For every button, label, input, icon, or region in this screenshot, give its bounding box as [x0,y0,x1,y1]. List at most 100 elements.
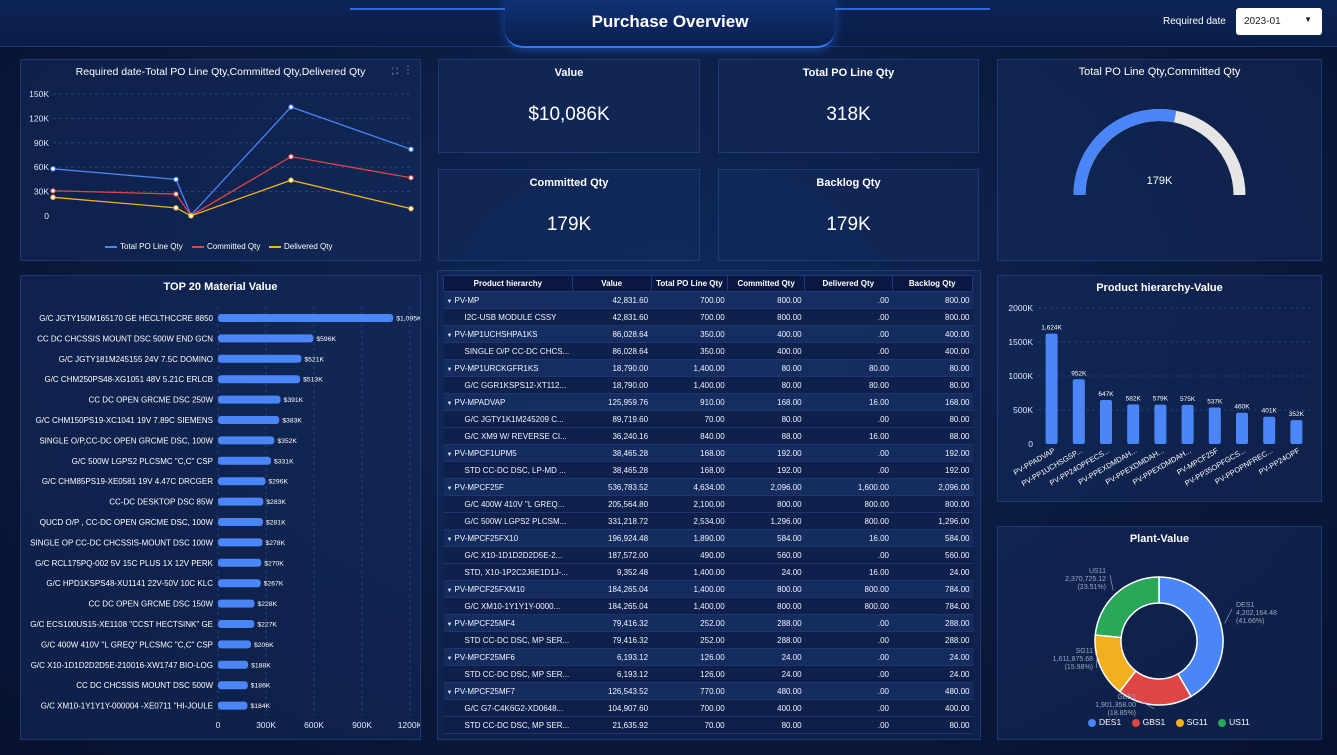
cell-text: 24.00 [781,669,802,679]
cell-text: 784.00 [945,601,970,611]
table-row[interactable]: STD CC-DC DSC, LP-MD ... 38,465.28 168.00 1… [443,461,973,479]
cell-text: 80.00 [868,380,889,390]
data-point [408,205,414,212]
expand-toggle-icon[interactable]: ▼ [446,587,453,594]
table-cell: .00 [804,342,892,360]
expand-toggle-icon[interactable]: ▼ [446,332,453,339]
data-label: $188K [251,662,271,669]
cell-text: 86,028.64 [612,329,649,339]
table-cell: 184,265.04 [572,597,652,615]
table-cell: 184,265.04 [572,580,652,598]
table-cell: STD CC-DC DSC, LP-MD ... [443,461,573,479]
data-label: $184K [250,703,270,710]
table-row[interactable]: I2C-USB MODULE CSSY 42,831.60 700.00 800.00… [443,308,973,326]
hierarchy-chart-title: Product hierarchy-Value [1096,282,1223,294]
table-row[interactable]: ▼ PV-MPCF1UPM5 38,465.28 168.00 192.00 .00 192… [443,444,973,462]
table-row[interactable]: ▼ PV-MPCF25MF6 6,193.12 126.00 24.00 .00 24.00 [443,648,973,666]
table-cell: ▼ PV-MPCF25FX10 [443,529,573,547]
data-point [173,176,179,183]
table-row[interactable]: G/C JGTY1K1M245209 C... 89,719.60 70.00 80.… [443,410,973,428]
table-row[interactable]: ▼ PV-MPCF25MF7 126,543.52 770.00 480.00 .00 48… [443,682,973,700]
table-row[interactable]: G/C 400W 410V "L GREQ... 205,564.80 2,100.… [443,495,973,513]
legend-sg11[interactable]: SG11 [1175,717,1208,727]
table-cell: ▼ PV-MPCF25F [443,478,573,496]
cell-text: 1,400.00 [693,567,725,577]
table-cell: 1,400.00 [651,376,728,394]
table-cell: 16.00 [804,563,892,581]
table-cell: 80.00 [727,359,805,377]
slice-percent: (15.98%) [1065,664,1093,671]
table-cell: 80.00 [804,359,892,377]
cell-text: 205,564.80 [608,499,649,509]
required-date-select[interactable]: 2023-01 ▼ [1236,8,1322,35]
table-row[interactable]: STD, X10-1P2C2J6E1D1J-... 9,352.48 1,400.0… [443,563,973,581]
cell-text: 350.00 [700,346,725,356]
cell-text: STD CC-DC DSC, MP SER... [464,669,570,679]
col-header[interactable]: Committed Qty [727,275,806,292]
kpi-label: Total PO Line Qty [802,67,895,79]
expand-toggle-icon[interactable]: ▼ [446,621,453,628]
cell-text: 252.00 [700,618,725,628]
cell-text: 1,890.00 [693,533,725,543]
title-plate: Purchase Overview [505,0,835,48]
table-row[interactable]: STD CC-DC DSC, MP SER... 79,416.32 252.00 2… [443,631,973,649]
table-row[interactable]: ▼ PV-MPCF25FX10 196,924.48 1,890.00 584.00 16… [443,529,973,547]
expand-toggle-icon[interactable]: ▼ [446,536,453,543]
table-cell: 584.00 [727,529,805,547]
table-row[interactable]: ▼ PV-MPCF25FXM10 184,265.04 1,400.00 800.00 8… [443,580,973,598]
table-row[interactable]: G/C XM10-1Y1Y1Y-0000... 184,265.04 1,400.0… [443,597,973,615]
table-row[interactable]: ▼ PV-MP1URCKGFR1KS 18,790.00 1,400.00 80.00 8… [443,359,973,377]
legend-us11[interactable]: US11 [1218,717,1250,727]
x-tick-label: 1200K [398,720,420,730]
page-title: Purchase Overview [591,12,749,31]
expand-toggle-icon[interactable]: ▼ [446,451,453,458]
legend-gbs1[interactable]: GBS1 [1131,717,1165,727]
bar [218,497,264,506]
col-header[interactable]: Backlog Qty [891,275,973,292]
more-options-icon[interactable]: ⋮ [403,65,413,76]
col-header[interactable]: Total PO Line Qty [650,275,729,292]
table-row[interactable]: ▼ PV-MPCF25F 536,783.52 4,634.00 2,096.00 1,6… [443,478,973,496]
expand-toggle-icon[interactable]: ▼ [446,298,453,305]
cell-text: .00 [877,346,889,356]
expand-toggle-icon[interactable]: ▼ [446,366,453,373]
table-cell: ▼ PV-MP1UCHSHPA1KS [443,325,573,343]
table-row[interactable]: ▼ PV-MP1UCHSHPA1KS 86,028.64 350.00 400.00 .0… [443,325,973,343]
cell-text: 800.00 [945,499,970,509]
table-cell: G/C GGR1KSPS12-XT112... [443,376,573,394]
table-row[interactable]: STD CC-DC DSC, MP SER... 6,193.12 126.00 24… [443,665,973,683]
kpi-value: $10,086K [528,104,610,125]
expand-toggle-icon[interactable]: ▼ [446,689,453,696]
table-cell: ▼ PV-MPADVAP [443,393,573,411]
table-row[interactable]: G/C XM9 W/ REVERSE CI... 36,240.16 840.00 8… [443,427,973,445]
table-cell: G/C 500W LGPS2 PLCSM... [443,512,573,530]
col-header[interactable]: Delivered Qty [804,275,893,292]
legend-des1[interactable]: DES1 [1088,717,1121,727]
table-row[interactable]: G/C 500W LGPS2 PLCSM... 331,218.72 2,534.0… [443,512,973,530]
cell-text: 42,831.60 [612,312,649,322]
expand-icon[interactable]: ⛶ [391,66,398,76]
table-cell: 800.00 [892,495,973,513]
table-row[interactable]: SINGLE O/P CC-DC CHCS... 86,028.64 350.00 4… [443,342,973,360]
table-row[interactable]: ▼ PV-MPADVAP 125,959.76 910.00 168.00 16.00 16… [443,393,973,411]
table-row[interactable]: STD CC-DC DSC, MP SER... 21,635.92 70.00 80… [443,716,973,734]
category-label: G/C 400W 410V "L GREQ" PLCSMC "C,C" CSP [41,640,213,649]
slice-value: 1,901,358.00 [1095,702,1136,709]
table-row[interactable]: G/C GGR1KSPS12-XT112... 18,790.00 1,400.00… [443,376,973,394]
cell-text: 86,028.64 [612,346,649,356]
kpi-label: Committed Qty [529,177,609,189]
table-row[interactable]: ▼ PV-MPCF25MF4 79,416.32 252.00 288.00 .00 288… [443,614,973,632]
expand-toggle-icon[interactable]: ▼ [446,400,453,407]
cell-text: PV-MPCF25MF4 [454,618,515,628]
col-header[interactable]: Product hierarchy [443,275,573,292]
gauge-chart [1073,109,1246,196]
table-cell: 192.00 [727,461,805,479]
table-row[interactable]: G/C X10-1D1D2D2D5E-2... 187,572.00 490.00 5… [443,546,973,564]
expand-toggle-icon[interactable]: ▼ [446,485,453,492]
table-cell: 86,028.64 [572,325,652,343]
data-label: $228K [257,601,277,608]
table-row[interactable]: G/C G7-C4K6G2-XD0648... 104,907.60 700.00 4… [443,699,973,717]
col-header[interactable]: Value [571,275,652,292]
table-row[interactable]: ▼ PV-MP 42,831.60 700.00 800.00 .00 800.00 [443,291,973,309]
expand-toggle-icon[interactable]: ▼ [446,655,453,662]
